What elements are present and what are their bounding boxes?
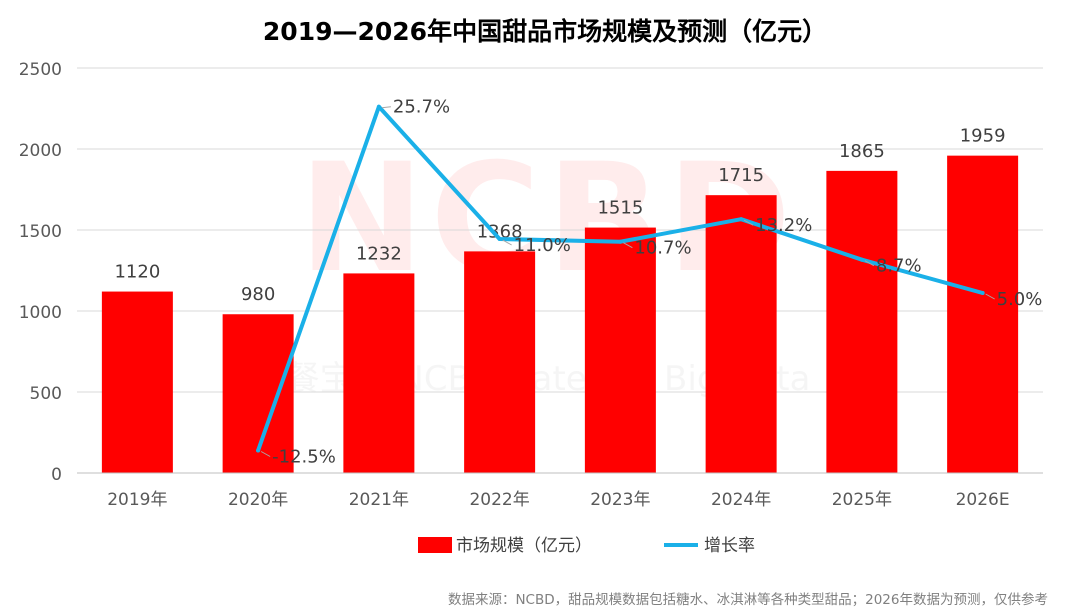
growth-label-leader	[381, 106, 391, 109]
growth-label-leader	[864, 260, 875, 267]
legend-line-label: 增长率	[704, 536, 755, 556]
growth-point	[980, 291, 985, 295]
growth-point	[497, 237, 502, 241]
x-tick-label: 2025年	[832, 490, 892, 510]
source-note: 数据来源：NCBD，甜品规模数据包括糖水、冰淇淋等各种类型甜品；2026年数据为…	[448, 591, 1048, 608]
growth-value-label: 25.7%	[393, 97, 450, 118]
growth-point	[739, 217, 744, 222]
bar	[947, 155, 1019, 473]
growth-point	[256, 448, 261, 453]
growth-point	[376, 104, 381, 109]
growth-label-leader	[260, 451, 271, 457]
x-tick-label: 2024年	[711, 490, 771, 510]
x-tick-label: 2020年	[228, 490, 288, 510]
growth-line-series	[256, 104, 985, 453]
y-tick-label: 1500	[19, 222, 62, 242]
x-tick-label: 2023年	[590, 490, 650, 510]
x-tick-label: 2021年	[349, 490, 409, 510]
bar	[464, 251, 536, 473]
y-axis: 0 500 1000 1500 2000 2500	[19, 60, 62, 485]
growth-value-label: 5.0%	[997, 289, 1043, 310]
bar-series	[101, 155, 1019, 474]
bar	[705, 195, 777, 474]
y-tick-label: 0	[51, 465, 62, 485]
growth-value-label: -12.5%	[272, 447, 336, 468]
y-tick-label: 2000	[19, 141, 62, 161]
growth-value-label: 10.7%	[634, 238, 691, 259]
bar-value-label: 980	[241, 284, 275, 305]
growth-point	[618, 239, 623, 244]
bar-value-label: 1232	[356, 243, 402, 264]
x-axis: 2019年 2020年 2021年 2022年 2023年 2024年 2025年 2026E	[107, 490, 1009, 510]
growth-value-labels: -12.5% 25.7% 11.0% 10.7% 13.2% 8.7% 5.0%	[260, 97, 1043, 468]
bar	[343, 273, 415, 473]
growth-label-leader	[623, 242, 633, 249]
chart-title: 2019—2026年中国甜品市场规模及预测（亿元）	[263, 17, 827, 46]
growth-label-leader	[985, 293, 995, 300]
bar	[101, 291, 173, 473]
x-tick-label: 2019年	[107, 490, 167, 510]
bar-value-label: 1959	[960, 126, 1006, 147]
growth-label-leader	[743, 219, 754, 226]
x-tick-label: 2022年	[469, 490, 529, 510]
bar-value-label: 1865	[839, 141, 885, 162]
x-tick-label: 2026E	[956, 490, 1010, 510]
growth-label-leader	[502, 239, 512, 246]
legend-bar-swatch	[418, 537, 452, 553]
growth-point	[859, 257, 864, 262]
legend-bar-label: 市场规模（亿元）	[456, 536, 592, 556]
bar-value-label: 1120	[114, 262, 160, 283]
y-tick-label: 1000	[19, 303, 62, 323]
y-tick-label: 500	[30, 384, 62, 404]
bar-value-label: 1515	[597, 198, 643, 219]
growth-value-label: 8.7%	[876, 256, 922, 277]
bar-value-label: 1715	[718, 165, 764, 186]
growth-value-label: 13.2%	[755, 215, 812, 236]
bar	[584, 227, 656, 473]
legend: 市场规模（亿元） 增长率	[418, 536, 755, 556]
gridlines	[77, 67, 1043, 393]
growth-value-label: 11.0%	[514, 235, 571, 256]
y-tick-label: 2500	[19, 60, 62, 80]
bar	[826, 170, 898, 473]
